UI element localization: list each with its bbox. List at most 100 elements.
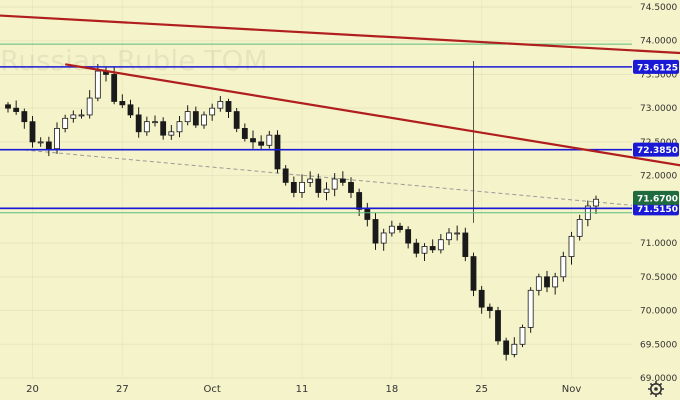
candle-body	[290, 181, 297, 193]
candle-body	[111, 74, 118, 102]
price-tag-label: 73.6125	[637, 63, 678, 73]
candle-body	[307, 178, 314, 183]
candle-body	[5, 104, 11, 109]
price-tag-bg	[633, 142, 679, 157]
candle-body	[446, 232, 452, 241]
candle-body	[527, 289, 534, 328]
candle-body	[201, 114, 207, 126]
price-tag-bg	[633, 59, 679, 74]
dashed-trendline-line	[24, 149, 633, 206]
candle-body	[470, 256, 477, 291]
candle-body	[37, 141, 44, 144]
candle-body	[331, 178, 338, 190]
candle-body	[454, 232, 461, 235]
price-tag: 72.3850	[633, 142, 679, 157]
candle-body	[225, 101, 232, 112]
candle-body	[70, 114, 77, 119]
candle-body	[356, 192, 363, 210]
price-tag-label: 71.5150	[637, 205, 678, 215]
candle-body	[54, 128, 60, 150]
price-tag-bg	[633, 190, 679, 205]
candle-body	[250, 138, 256, 143]
candle-body	[168, 131, 175, 136]
y-tick-label: 72.0000	[640, 172, 677, 182]
candle-body	[62, 117, 69, 129]
y-tick-label: 69.0000	[640, 374, 677, 384]
candle-body	[544, 276, 550, 288]
time-axis[interactable]	[0, 378, 632, 400]
candle-body	[348, 181, 354, 193]
candle-body	[552, 276, 559, 288]
candle-body	[405, 229, 412, 244]
price-series	[5, 63, 599, 361]
candle-body	[560, 256, 567, 278]
x-tick-label: 11	[296, 384, 309, 395]
candle-body	[503, 340, 510, 355]
y-tick-label: 73.5000	[640, 70, 677, 80]
candle-body	[380, 232, 387, 244]
trend-line[interactable]	[0, 7, 680, 55]
y-tick-label: 73.0000	[640, 104, 677, 114]
trend-line[interactable]	[64, 63, 680, 169]
candle-body	[94, 70, 101, 99]
y-tick-label: 74.5000	[640, 3, 677, 13]
price-tag: 73.6125	[633, 59, 679, 74]
candle-body	[13, 107, 20, 112]
candle-body	[192, 111, 199, 126]
candle-body	[421, 246, 428, 254]
candle-body	[568, 235, 575, 257]
candle-body	[266, 134, 273, 146]
gridlines	[0, 6, 632, 379]
candle-body	[535, 276, 542, 291]
candle-body	[45, 141, 52, 150]
gear-icon[interactable]	[648, 381, 664, 397]
candle-body	[184, 111, 191, 123]
candle-body	[339, 178, 346, 183]
trend-lines[interactable]	[0, 7, 680, 169]
y-tick-label: 69.5000	[640, 340, 677, 350]
price-tag-label: 71.6700	[637, 194, 678, 204]
candle-body	[388, 225, 395, 234]
candle-body	[152, 121, 158, 124]
candle-body	[176, 121, 183, 133]
candle-body	[217, 101, 224, 109]
candle-body	[315, 178, 322, 193]
candle-body	[511, 343, 518, 355]
x-axis-ticks: 20 27 Oct 11 18 25 Nov	[26, 384, 581, 395]
candle-body	[119, 101, 126, 106]
y-tick-label: 70.0000	[640, 307, 677, 317]
candle-body	[86, 97, 93, 116]
y-tick-label: 71.0000	[640, 239, 677, 249]
candle-body	[478, 289, 485, 308]
candle-body	[429, 246, 436, 251]
candle-body	[78, 114, 85, 117]
candle-body	[372, 219, 379, 244]
y-tick-label: 70.5000	[640, 273, 677, 283]
candle-body	[274, 134, 281, 170]
candle-body	[282, 168, 289, 183]
x-tick-label: 27	[116, 384, 129, 395]
x-tick-label: 25	[475, 384, 488, 395]
candle-body	[576, 219, 583, 237]
candle-body	[209, 107, 216, 116]
candle-body	[29, 121, 36, 143]
candle-body	[258, 141, 265, 146]
candle-body	[519, 327, 526, 345]
candle-body	[486, 306, 493, 311]
candle-body	[143, 121, 150, 133]
price-tag: 71.6700	[633, 190, 679, 205]
x-tick-label: 20	[26, 384, 39, 395]
dashed-trendline	[24, 149, 633, 206]
candle-body	[299, 181, 305, 193]
chart-title: Russian Ruble TOM	[0, 44, 268, 77]
x-tick-label: Nov	[562, 384, 582, 395]
candle-body	[593, 198, 599, 207]
candle-body	[21, 111, 28, 123]
candle-body	[241, 128, 248, 139]
candle-body	[127, 104, 134, 116]
candle-body	[437, 239, 444, 251]
candle-body	[462, 232, 469, 257]
candle-body	[135, 114, 142, 133]
